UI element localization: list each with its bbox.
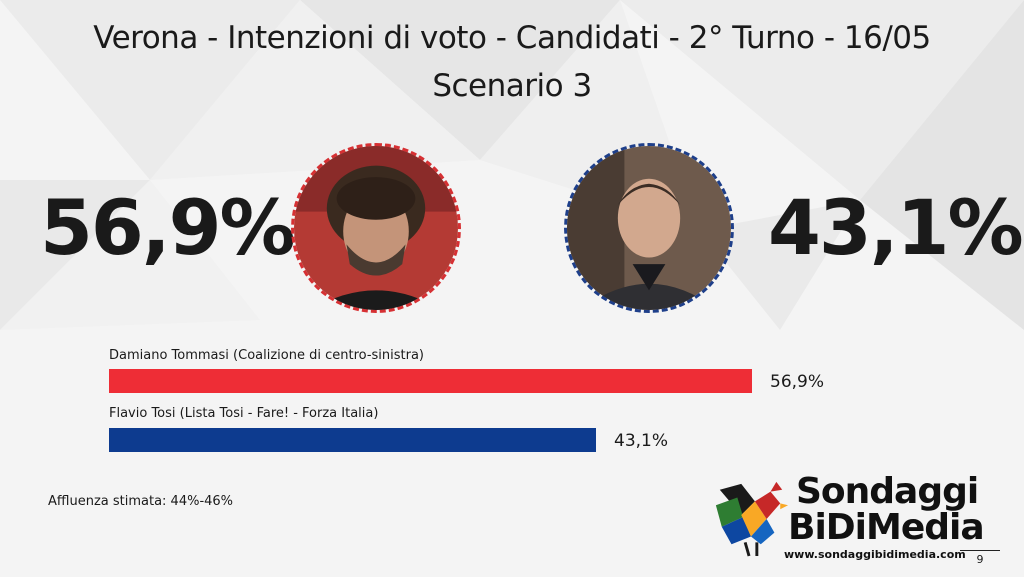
turnout-note: Affluenza stimata: 44%-46% xyxy=(48,494,234,509)
candidate-a-portrait xyxy=(291,143,461,313)
bar-candidate-b xyxy=(109,428,596,452)
candidate-b-portrait xyxy=(564,143,734,313)
bar-value-candidate-a: 56,9% xyxy=(770,372,825,392)
bar-label-candidate-a: Damiano Tommasi (Coalizione di centro-si… xyxy=(109,348,425,363)
logo-line2: BiDiMedia xyxy=(788,507,985,548)
candidate-b-percentage: 43,1% xyxy=(768,183,1024,272)
logo-line1: Sondaggi xyxy=(796,471,979,512)
logo-url: www.sondaggibidimedia.com xyxy=(784,548,966,561)
chart-subtitle: Scenario 3 xyxy=(432,68,592,104)
rooster-logo-icon xyxy=(715,481,789,557)
bar-label-candidate-b: Flavio Tosi (Lista Tosi - Fare! - Forza … xyxy=(109,406,379,421)
chart-title: Verona - Intenzioni di voto - Candidati … xyxy=(93,20,931,56)
bar-candidate-a xyxy=(109,369,752,393)
sondaggi-bidimedia-logo: Sondaggi BiDiMedia www.sondaggibidimedia… xyxy=(712,471,1017,574)
candidate-a-percentage: 56,9% xyxy=(40,183,296,272)
bar-value-candidate-b: 43,1% xyxy=(614,431,669,451)
page-number: 9 xyxy=(960,550,1000,566)
